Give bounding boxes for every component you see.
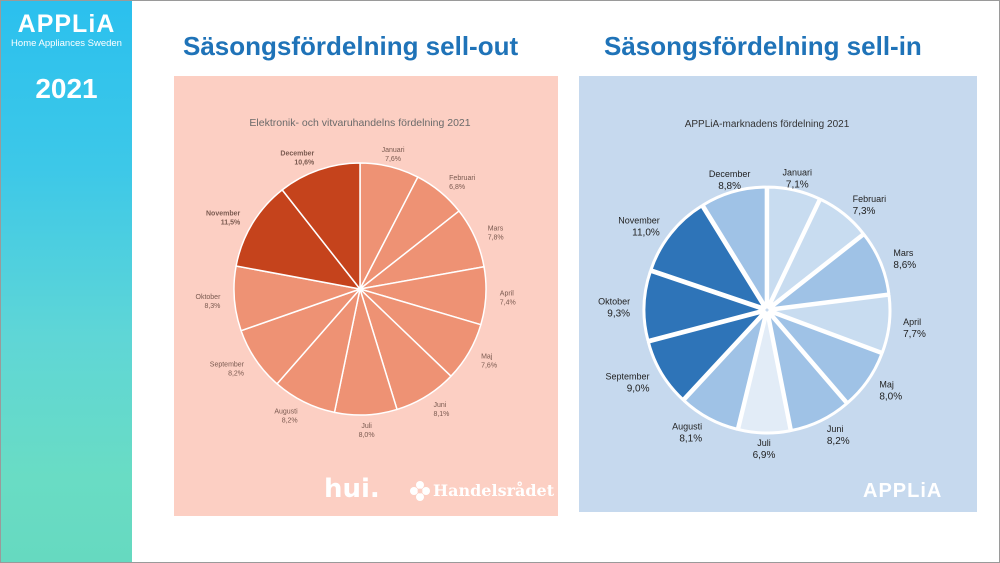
heading-sell-out: Säsongsfördelning sell-out [183,31,519,61]
pie-slice-oktober [642,269,766,342]
slice-value-juli: 8,0% [359,432,375,439]
slice-label-juli: Juli [757,438,771,448]
slice-label-oktober: Oktober [196,294,222,301]
slice-label-september: September [210,361,245,368]
pie-slice-september [646,310,766,402]
slice-value-juli: 6,9% [753,450,776,461]
pie-slice-april [768,293,892,354]
slice-label-juni: Juni [827,424,844,434]
slice-value-november: 11,5% [221,219,241,226]
chart-title: Elektronik- och vitvaruhandelns fördelni… [249,117,470,129]
sell-in-pie-chart: APPLiA-marknadens fördelning 2021 Januari… [598,119,926,461]
slice-label-december: December [280,151,314,158]
pie-slice-augusti [682,311,768,431]
slice-value-oktober: 9,3% [607,308,630,319]
slice-label-juli: Juli [361,423,372,430]
slice-value-januari: 7,1% [786,179,809,190]
pie-slice-maj [767,310,884,405]
slice-value-februari: 6,8% [449,184,465,191]
slice-label-februari: Februari [853,194,887,204]
pie-slice-december [281,162,361,290]
slice-label-augusti: Augusti [274,408,298,415]
slice-label-september: September [605,371,649,381]
slice-value-december: 8,8% [718,181,741,192]
brand-subtitle: Home Appliances Sweden [11,38,122,49]
slice-value-april: 7,7% [903,329,926,340]
slice-label-januari: Januari [382,147,405,154]
slice-value-mars: 7,8% [488,235,504,242]
slice-value-januari: 7,6% [385,156,401,163]
slice-label-december: December [709,169,751,179]
slice-label-april: April [903,317,921,327]
sell-out-pie-chart: Elektronik- och vitvaruhandelns fördelni… [196,117,516,439]
pie-slice-december [701,185,768,309]
pie-slice-mars [768,233,891,311]
slice-value-februari: 7,3% [853,206,876,217]
applia-logo: APPLiA [863,480,943,502]
slice-value-mars: 8,6% [893,260,916,271]
slice-value-december: 10,6% [294,160,315,167]
pie-slice-februari [767,197,865,310]
pie-slice-november [649,204,767,310]
slice-label-oktober: Oktober [598,296,630,306]
slice-value-november: 11,0% [632,228,660,239]
slice-value-oktober: 8,3% [204,303,220,310]
chart-title: APPLiA-marknadens fördelning 2021 [685,119,850,130]
handelsradet-flower-icon [409,480,431,502]
slice-label-november: November [206,210,241,217]
year-label: 2021 [35,73,98,104]
slice-value-september: 9,0% [627,383,650,394]
pie-slice-november [235,189,361,290]
slice-value-maj: 8,0% [879,391,902,402]
slice-label-november: November [618,216,660,226]
heading-sell-in: Säsongsfördelning sell-in [604,31,922,61]
slice-value-juni: 8,2% [827,436,850,447]
slice-value-maj: 7,6% [481,362,497,369]
slice-label-februari: Februari [449,175,476,182]
sell-in-chart-panel: APPLiA-marknadens fördelning 2021 Januari… [579,76,977,512]
slice-value-september: 8,2% [228,370,244,377]
hui-logo: hui. [324,474,380,504]
slice-label-maj: Maj [879,379,894,389]
slice-value-augusti: 8,1% [679,434,702,445]
slice-label-juni: Juni [433,402,446,409]
slice-label-augusti: Augusti [672,422,702,432]
slice-value-augusti: 8,2% [282,417,298,424]
slice-label-april: April [500,291,514,298]
slice-value-juni: 8,1% [433,411,449,418]
brand-logo-text: APPLiA [17,10,116,38]
handelsradet-logo: Handelsrådet [433,481,555,500]
slice-label-maj: Maj [481,353,493,360]
sell-out-chart-panel: Elektronik- och vitvaruhandelns fördelni… [174,76,558,516]
slice-label-mars: Mars [488,226,504,233]
slice-label-januari: Januari [783,167,813,177]
applia-brand-logo: APPLiA Home Appliances Sweden [1,11,132,49]
slice-value-april: 7,4% [500,300,516,307]
slice-label-mars: Mars [893,248,913,258]
sidebar: APPLiA Home Appliances Sweden 2021 [1,1,132,562]
